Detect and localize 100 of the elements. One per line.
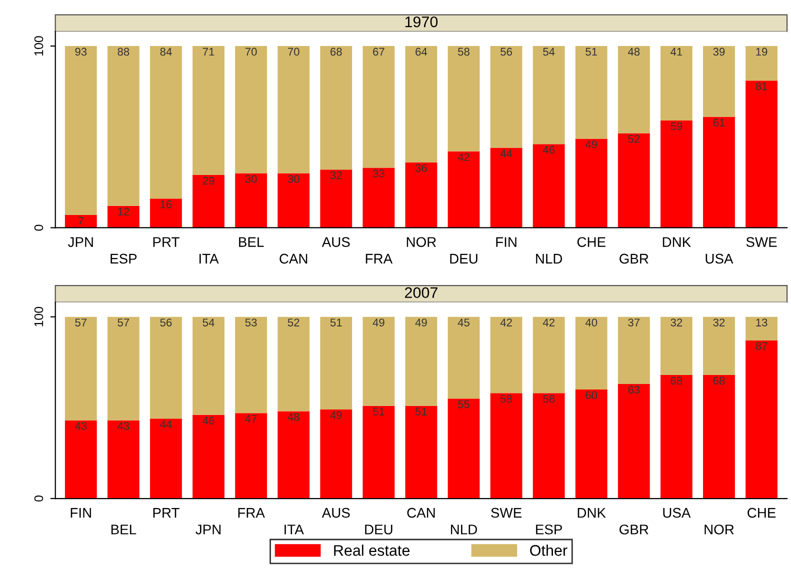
data-label: 55 bbox=[458, 400, 470, 408]
data-label: 44 bbox=[500, 150, 512, 158]
bar bbox=[150, 198, 182, 228]
x-tick-label: SWE bbox=[491, 508, 522, 518]
x-tick-label: CHE bbox=[748, 508, 776, 518]
data-label: 30 bbox=[288, 174, 300, 183]
chart-title: 1970 bbox=[405, 16, 438, 28]
bar bbox=[532, 316, 565, 394]
x-tick-label: FIN bbox=[496, 237, 516, 247]
bar bbox=[362, 46, 395, 168]
y-tick-label: 100 bbox=[34, 36, 44, 56]
data-label: 51 bbox=[372, 408, 384, 416]
bar bbox=[320, 46, 352, 170]
bar bbox=[405, 46, 438, 162]
data-label: 53 bbox=[245, 318, 257, 326]
data-label: 68 bbox=[670, 376, 682, 385]
data-label: 70 bbox=[288, 48, 300, 56]
x-tick-label: NLD bbox=[536, 254, 562, 264]
data-label: 32 bbox=[713, 318, 725, 326]
bar bbox=[490, 316, 522, 394]
bar bbox=[278, 173, 310, 228]
x-tick-label: GBR bbox=[620, 524, 648, 534]
bar bbox=[235, 316, 268, 414]
bar bbox=[575, 138, 608, 228]
bar bbox=[618, 133, 650, 228]
bar bbox=[320, 170, 352, 228]
data-label: 48 bbox=[628, 48, 640, 56]
data-label: 54 bbox=[202, 318, 214, 326]
data-label: 33 bbox=[372, 170, 384, 178]
data-label: 51 bbox=[586, 48, 597, 56]
data-label: 41 bbox=[670, 48, 682, 56]
bar bbox=[405, 162, 438, 228]
x-tick-label: CHE bbox=[577, 237, 606, 247]
data-label: 46 bbox=[202, 416, 214, 425]
data-label: 40 bbox=[585, 318, 598, 326]
y-tick-label: 0 bbox=[34, 224, 44, 231]
x-tick-label: AUS bbox=[322, 237, 350, 247]
bar bbox=[150, 316, 182, 419]
bar bbox=[575, 316, 608, 390]
bar bbox=[405, 406, 438, 499]
bar bbox=[448, 316, 480, 399]
bar bbox=[278, 316, 310, 412]
data-label: 54 bbox=[543, 48, 555, 56]
data-label: 42 bbox=[500, 318, 512, 326]
bar bbox=[362, 168, 395, 228]
data-label: 57 bbox=[118, 318, 130, 326]
data-label: 51 bbox=[415, 408, 427, 416]
bar bbox=[150, 46, 182, 199]
data-label: 84 bbox=[160, 48, 172, 56]
data-label: 49 bbox=[372, 318, 384, 326]
x-tick-label: DNK bbox=[662, 237, 691, 247]
data-label: 32 bbox=[330, 171, 342, 180]
bar bbox=[405, 316, 438, 406]
x-tick-label: NOR bbox=[704, 524, 734, 534]
bar bbox=[532, 46, 565, 144]
bar bbox=[278, 46, 310, 174]
bar bbox=[192, 175, 224, 228]
bar bbox=[532, 144, 565, 228]
data-label: 12 bbox=[118, 208, 130, 216]
bar bbox=[107, 206, 140, 228]
data-label: 13 bbox=[756, 318, 768, 326]
bar bbox=[235, 173, 268, 228]
bar bbox=[660, 374, 692, 499]
data-label: 58 bbox=[458, 48, 470, 56]
x-tick-label: GBR bbox=[620, 254, 648, 264]
bar bbox=[703, 316, 735, 375]
bar bbox=[64, 316, 97, 420]
bar bbox=[490, 393, 522, 499]
data-label: 67 bbox=[373, 48, 384, 56]
bar bbox=[746, 316, 778, 340]
bar bbox=[660, 46, 692, 121]
data-label: 42 bbox=[542, 318, 554, 326]
bar bbox=[618, 316, 650, 384]
data-label: 49 bbox=[585, 140, 598, 148]
x-tick-label: AUS bbox=[322, 508, 350, 518]
data-label: 87 bbox=[756, 342, 768, 350]
bar bbox=[362, 406, 395, 499]
data-label: 7 bbox=[78, 216, 84, 225]
x-tick-label: USA bbox=[706, 254, 734, 264]
data-label: 81 bbox=[756, 82, 768, 90]
bar bbox=[320, 316, 352, 410]
data-label: 88 bbox=[118, 48, 130, 56]
legend-label: Other bbox=[530, 544, 568, 556]
bar bbox=[532, 393, 565, 499]
x-tick-label: FRA bbox=[366, 254, 393, 264]
y-tick-label: 0 bbox=[34, 496, 44, 502]
data-label: 58 bbox=[543, 394, 555, 403]
x-tick-label: DEU bbox=[450, 254, 478, 264]
data-label: 68 bbox=[330, 48, 342, 56]
bar bbox=[575, 46, 608, 139]
bar bbox=[150, 418, 182, 499]
x-tick-label: CAN bbox=[407, 508, 435, 518]
data-label: 64 bbox=[416, 48, 428, 56]
x-tick-label: DNK bbox=[578, 508, 606, 518]
data-label: 39 bbox=[713, 48, 725, 56]
data-label: 52 bbox=[288, 318, 300, 326]
y-tick-label: 100 bbox=[34, 306, 44, 326]
bar bbox=[448, 398, 480, 499]
bar bbox=[660, 120, 692, 228]
x-tick-label: FIN bbox=[70, 508, 91, 518]
